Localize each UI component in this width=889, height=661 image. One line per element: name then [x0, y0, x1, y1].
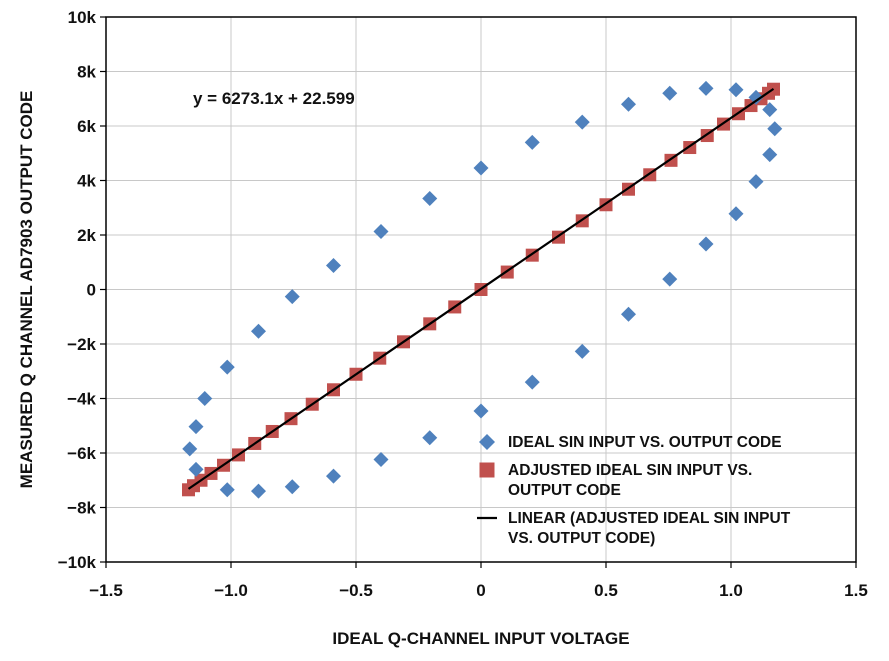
y-tick-label: 0 [87, 281, 96, 300]
ideal-point [422, 190, 438, 206]
ideal-point [197, 391, 213, 406]
ideal-point [373, 452, 389, 468]
y-tick-label: 4k [77, 172, 96, 191]
linear-fit-layer [187, 87, 775, 490]
y-tick-label: 10k [68, 8, 97, 27]
ideal-point [748, 174, 764, 190]
x-tick-label: 0 [476, 581, 485, 600]
ideal-point [219, 482, 235, 498]
y-tick-label: −4k [67, 390, 96, 409]
legend-label: ADJUSTED IDEAL SIN INPUT VS. [508, 462, 752, 479]
ideal-point [728, 206, 744, 222]
ideal-point [473, 160, 489, 176]
legend: IDEAL SIN INPUT VS. OUTPUT CODE ADJUSTED … [477, 434, 791, 547]
ideal-point [373, 223, 389, 239]
y-tick-label: −6k [67, 444, 96, 463]
legend-label: OUTPUT CODE [508, 482, 621, 499]
x-tick-label: 1.5 [844, 581, 868, 600]
x-axis-title: IDEAL Q-CHANNEL INPUT VOLTAGE [332, 629, 629, 648]
legend-label: VS. OUTPUT CODE) [508, 530, 655, 547]
y-tick-label: −2k [67, 335, 96, 354]
ideal-point [219, 359, 235, 375]
y-tick-label: −10k [58, 553, 97, 572]
legend-diamond-icon [479, 434, 495, 450]
ideal-point [621, 306, 636, 322]
ideal-point [326, 468, 341, 484]
ideal-point [728, 82, 744, 98]
ideal-point [422, 430, 438, 446]
y-tick-label: 6k [77, 117, 96, 136]
ideal-point [188, 419, 204, 435]
ideal-point [524, 134, 540, 150]
ideal-point [284, 289, 300, 305]
ideal-point [621, 96, 636, 112]
ideal-point [662, 271, 678, 287]
ideal-point [524, 374, 540, 390]
x-tick-label: 0.5 [594, 581, 618, 600]
grid-lines [106, 17, 856, 562]
linear-fit-line [187, 87, 775, 490]
y-tick-label: 8k [77, 63, 96, 82]
ideal-point [574, 114, 590, 130]
ideal-point [762, 147, 778, 163]
ideal-point [251, 323, 266, 339]
x-tick-label: −0.5 [339, 581, 373, 600]
legend-label: LINEAR (ADJUSTED IDEAL SIN INPUT [508, 510, 791, 527]
ideal-point [188, 461, 204, 477]
ideal-point [748, 89, 764, 105]
x-tick-label: −1.5 [89, 581, 123, 600]
y-axis-title: MEASURED Q CHANNEL AD7903 OUTPUT CODE [17, 91, 36, 489]
axis-ticks: −1.5 −1.0 −0.5 0 0.5 1.0 1.5 −10k −8k −6k −4k −2k 0 2… [58, 8, 868, 600]
y-tick-label: −8k [67, 499, 96, 518]
ideal-point [767, 121, 783, 137]
plot-markers [182, 80, 783, 499]
legend-label: IDEAL SIN INPUT VS. OUTPUT CODE [508, 434, 782, 451]
ideal-point [698, 80, 714, 96]
regression-equation: y = 6273.1x + 22.599 [193, 89, 355, 108]
x-tick-label: −1.0 [214, 581, 248, 600]
ideal-point [326, 258, 341, 274]
y-tick-label: 2k [77, 226, 96, 245]
ideal-point [284, 479, 300, 495]
ideal-point [251, 483, 266, 499]
x-tick-label: 1.0 [719, 581, 743, 600]
ideal-point [574, 343, 590, 359]
legend-square-icon [479, 462, 495, 478]
ideal-point [662, 85, 678, 101]
ideal-point [473, 403, 489, 419]
ideal-point [698, 236, 714, 252]
ideal-point [182, 441, 198, 457]
ideal-point [762, 102, 778, 118]
